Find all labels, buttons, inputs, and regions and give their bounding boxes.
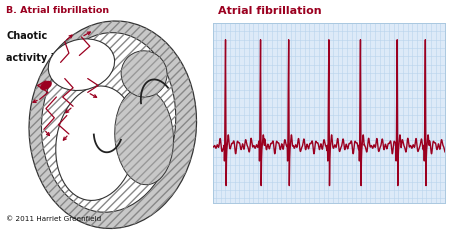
Text: B. Atrial fibrillation: B. Atrial fibrillation (6, 6, 109, 15)
Ellipse shape (41, 33, 176, 212)
Ellipse shape (121, 51, 167, 97)
Text: Chaotic: Chaotic (6, 31, 48, 41)
Ellipse shape (56, 86, 136, 201)
Ellipse shape (40, 81, 52, 90)
Text: © 2011 Harriet Greenfield: © 2011 Harriet Greenfield (6, 216, 102, 222)
Text: Atrial fibrillation: Atrial fibrillation (218, 6, 321, 16)
Text: activity in atria: activity in atria (6, 53, 91, 63)
Ellipse shape (115, 88, 173, 185)
Ellipse shape (48, 39, 114, 91)
Ellipse shape (29, 21, 197, 228)
